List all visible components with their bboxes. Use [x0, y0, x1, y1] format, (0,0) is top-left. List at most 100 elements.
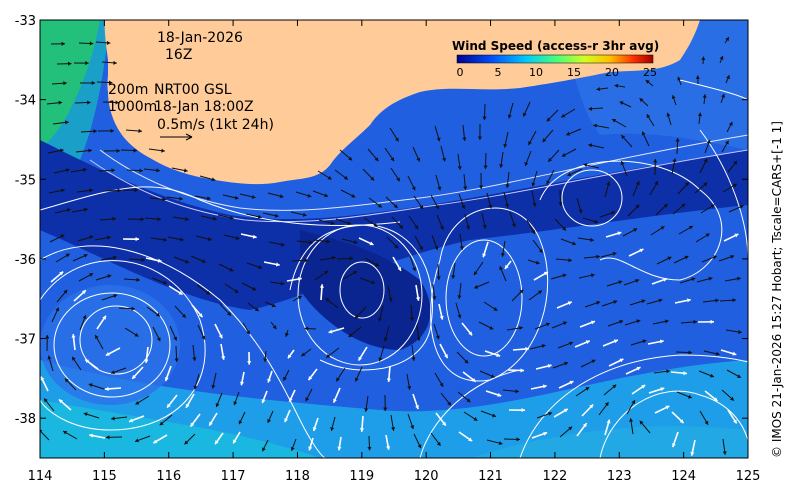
current-arrow-head: [391, 427, 396, 431]
current-arrow-head: [505, 184, 510, 188]
current-arrow-head: [246, 330, 250, 335]
current-arrow-head: [546, 180, 551, 185]
current-arrow-head: [416, 157, 421, 162]
lat-tick-label: -36: [15, 253, 36, 268]
contour-eddy-119-inner: [339, 261, 385, 319]
current-arrow-head: [660, 387, 665, 392]
current-arrow-head: [617, 231, 622, 236]
current-arrow-head: [482, 224, 487, 229]
lon-tick-label: 117: [221, 469, 246, 484]
current-arrow-head: [141, 257, 145, 263]
current-arrow-head: [274, 213, 279, 218]
contour-eddy-119-far: [289, 224, 433, 371]
current-arrow-head: [95, 335, 99, 340]
current-arrow-head: [706, 139, 711, 144]
current-arrow-head: [732, 351, 737, 356]
current-arrow-head: [516, 437, 520, 442]
current-arrow-head: [297, 277, 302, 282]
current-arrow-head: [612, 384, 617, 389]
current-arrow-head: [732, 183, 737, 188]
current-arrow-head: [111, 168, 115, 173]
lat-tick-label: -35: [15, 173, 36, 188]
current-arrow-head: [184, 259, 189, 264]
current-arrow-head: [730, 254, 735, 259]
current-arrow-head: [297, 295, 302, 300]
current-arrow-head: [730, 396, 734, 401]
current-arrow-head: [105, 386, 109, 392]
current-arrow-head: [709, 373, 714, 378]
current-arrow-head: [83, 253, 88, 258]
current-arrow-head: [660, 226, 665, 230]
current-arrow-head: [267, 378, 272, 383]
current-arrow-head: [371, 280, 376, 285]
current-arrow-head: [262, 447, 266, 452]
plot-area: [40, 20, 748, 458]
current-arrow-head: [686, 298, 691, 303]
current-arrow-head: [215, 403, 220, 408]
current-arrow-head: [133, 148, 137, 153]
current-arrow-head: [409, 317, 415, 321]
current-arrow-head: [377, 203, 382, 208]
current-arrow-head: [719, 55, 724, 60]
current-arrow-head: [591, 359, 596, 364]
current-arrow-head: [737, 276, 741, 281]
current-arrow-head: [569, 341, 573, 346]
current-arrow-head: [305, 397, 310, 402]
current-arrow-head: [636, 319, 641, 324]
current-arrow-head: [442, 157, 447, 162]
contour-eddy-123-outer: [539, 160, 723, 281]
current-arrow-head: [399, 224, 403, 229]
current-arrow-head: [407, 386, 412, 390]
current-arrow-head: [284, 418, 289, 423]
current-arrow-head: [499, 164, 504, 168]
current-arrow-head: [201, 335, 206, 340]
colorbar: Wind Speed (access-r 3hr avg) 0 5 10 15 20 25: [452, 39, 659, 79]
current-arrow-head: [134, 188, 138, 193]
current-arrow-head: [227, 311, 231, 316]
current-arrow-head: [490, 374, 495, 378]
current-arrow-head: [645, 80, 650, 84]
current-arrow-head: [108, 80, 113, 85]
colorbar-title: Wind Speed (access-r 3hr avg): [452, 39, 659, 53]
current-arrow-head: [330, 427, 335, 431]
current-arrow-head: [112, 255, 117, 260]
current-arrow-head: [684, 255, 689, 260]
current-arrow-head: [457, 314, 462, 319]
current-arrow-head: [388, 297, 393, 302]
current-arrow-head: [629, 418, 634, 422]
current-arrow-head: [479, 185, 484, 189]
current-arrow-head: [192, 357, 197, 361]
current-arrow-head: [326, 239, 330, 244]
lon-tick-label: 119: [349, 469, 374, 484]
current-arrow-head: [161, 148, 165, 153]
current-arrow-head: [590, 237, 594, 242]
current-arrow-head: [685, 182, 689, 187]
current-arrow-head: [672, 158, 677, 163]
current-arrow-head: [370, 176, 375, 181]
current-arrow-head: [304, 258, 308, 263]
current-arrow-head: [58, 100, 63, 105]
current-arrow-head: [359, 428, 365, 432]
lon-tick-label: 116: [156, 469, 181, 484]
current-arrow-head: [619, 101, 624, 105]
current-arrow-head: [307, 193, 312, 198]
current-arrow-head: [546, 117, 551, 122]
current-arrow-head: [434, 246, 439, 251]
current-arrow-head: [457, 295, 462, 299]
current-arrow-head: [521, 408, 525, 413]
current-arrow-head: [464, 359, 469, 364]
contour-east-edge: [699, 129, 748, 261]
current-arrow-head: [348, 156, 353, 161]
current-arrow-head: [157, 217, 161, 222]
current-arrow-head: [415, 405, 419, 410]
current-arrow-head: [178, 290, 183, 295]
current-arrow-head: [635, 278, 640, 283]
current-arrow-head: [665, 405, 670, 410]
eddy-west: [40, 285, 180, 405]
current-arrow-head: [737, 374, 742, 378]
current-arrow-head: [116, 148, 120, 153]
current-arrow-head: [251, 194, 256, 199]
current-arrow-head: [117, 188, 121, 193]
current-arrow-head: [435, 335, 440, 340]
current-arrow-head: [611, 210, 616, 215]
